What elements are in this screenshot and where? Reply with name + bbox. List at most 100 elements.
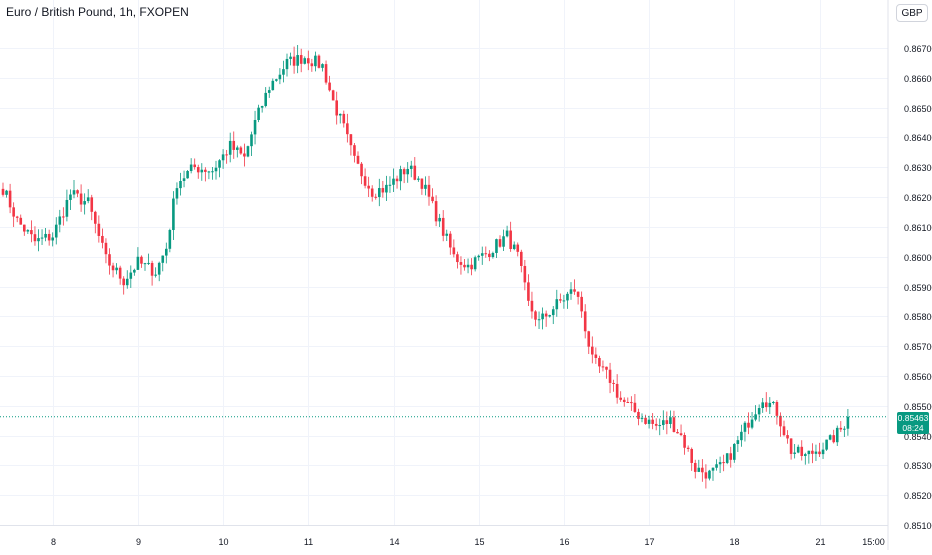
candle	[30, 220, 33, 243]
candle-body	[221, 154, 225, 161]
candle-body	[583, 311, 587, 332]
candle-body	[750, 419, 754, 428]
candle-body	[264, 92, 267, 107]
candle	[551, 306, 555, 325]
candle	[90, 194, 94, 221]
candle	[516, 242, 520, 257]
candle	[782, 420, 786, 437]
candle-body	[324, 64, 328, 83]
candle	[179, 172, 182, 196]
candle	[392, 168, 395, 192]
candle-body	[282, 69, 285, 75]
candle	[101, 228, 104, 249]
candle	[804, 452, 807, 465]
candle	[15, 215, 19, 223]
candle	[544, 310, 548, 327]
candle-body	[651, 419, 654, 424]
candle	[143, 262, 147, 271]
candle-body	[427, 184, 431, 197]
candle	[264, 87, 267, 108]
time-tick-label: 21	[815, 537, 825, 547]
candle-body	[101, 235, 104, 243]
candle-body	[438, 217, 441, 222]
candle-body	[736, 440, 740, 444]
candle-body	[835, 427, 839, 443]
candle	[704, 464, 708, 489]
candle	[434, 195, 438, 227]
candle-body	[622, 399, 626, 402]
candle	[44, 227, 47, 242]
candle	[498, 235, 502, 248]
candle	[647, 415, 651, 429]
candle-body	[47, 233, 51, 241]
candle-body	[23, 224, 26, 232]
candle-body	[165, 248, 168, 256]
candle	[214, 160, 218, 180]
candle	[598, 355, 601, 373]
candle-body	[811, 450, 814, 454]
candle-body	[697, 467, 701, 472]
candle-body	[243, 153, 246, 157]
candle-body	[143, 263, 147, 265]
candle-body	[754, 414, 757, 420]
candle-body	[839, 427, 843, 430]
candle-body	[459, 262, 463, 265]
candle	[182, 170, 186, 188]
candle	[314, 51, 317, 72]
candle	[747, 412, 750, 435]
candle-body	[406, 168, 409, 175]
candle	[282, 60, 285, 83]
candle	[502, 229, 505, 251]
candle-body	[498, 239, 502, 247]
candle-body	[37, 238, 40, 242]
candle	[743, 421, 747, 442]
candle-body	[83, 201, 86, 205]
candle-body	[79, 193, 83, 205]
candle	[672, 410, 676, 433]
candle-body	[566, 293, 569, 301]
candle	[622, 397, 626, 407]
candle-body	[576, 291, 580, 297]
candle	[118, 265, 122, 285]
candle	[111, 262, 115, 278]
candle	[353, 143, 356, 163]
candle	[23, 224, 26, 236]
candle	[303, 56, 307, 65]
candle-body	[189, 164, 193, 172]
candle	[79, 184, 83, 212]
candle-body	[548, 315, 551, 317]
candle	[828, 434, 832, 441]
candle-body	[424, 184, 427, 189]
candle-body	[196, 167, 200, 173]
candle-body	[140, 256, 143, 264]
candle	[559, 293, 562, 304]
candle-body	[452, 247, 456, 255]
candle	[296, 45, 299, 74]
candle	[764, 392, 768, 412]
candle	[417, 176, 420, 182]
candle	[86, 189, 90, 204]
candle	[530, 291, 534, 319]
currency-button[interactable]: GBP	[896, 4, 928, 22]
candle-body	[466, 264, 470, 268]
candle-body	[413, 165, 417, 180]
candle	[69, 189, 72, 210]
candle-body	[161, 255, 165, 263]
candle	[701, 459, 704, 482]
candle	[324, 60, 328, 85]
time-axis: 8 9 10 11 14 15 16 17 18 21 15:00	[0, 525, 888, 547]
candle	[761, 397, 764, 413]
candle-body	[729, 453, 733, 460]
candle-body	[1, 188, 5, 195]
candle	[786, 430, 789, 444]
candle	[399, 165, 402, 191]
candle-body	[789, 438, 793, 454]
candle	[395, 175, 399, 189]
candle-body	[381, 188, 385, 193]
time-tick-label: 17	[644, 537, 654, 547]
candle-body	[779, 415, 782, 427]
